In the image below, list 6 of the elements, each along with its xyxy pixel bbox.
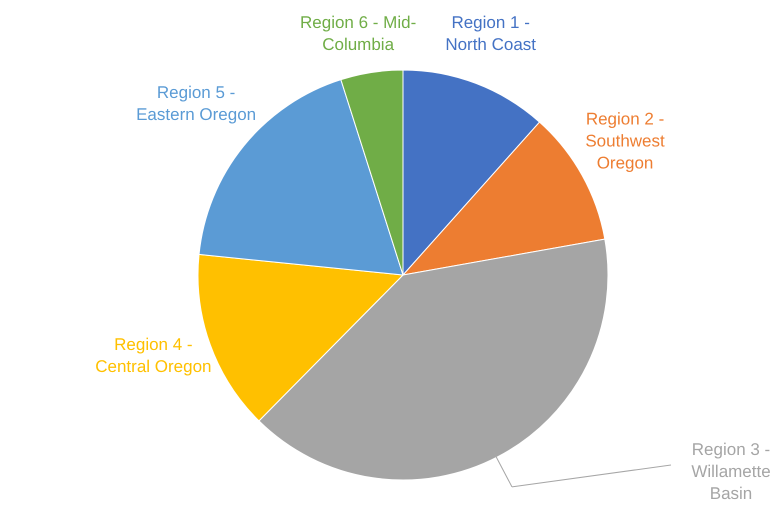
slice-label: Region 1 - North Coast	[445, 13, 536, 54]
slice-label: Region 4 - Central Oregon	[95, 335, 212, 376]
slice-label: Region 3 - Willamette Basin	[691, 440, 771, 503]
slice-label: Region 6 - Mid-Columbia	[300, 13, 416, 54]
slice-label: Region 5 - Eastern Oregon	[136, 83, 256, 124]
slice-label: Region 2 - Southwest Oregon	[585, 109, 666, 172]
